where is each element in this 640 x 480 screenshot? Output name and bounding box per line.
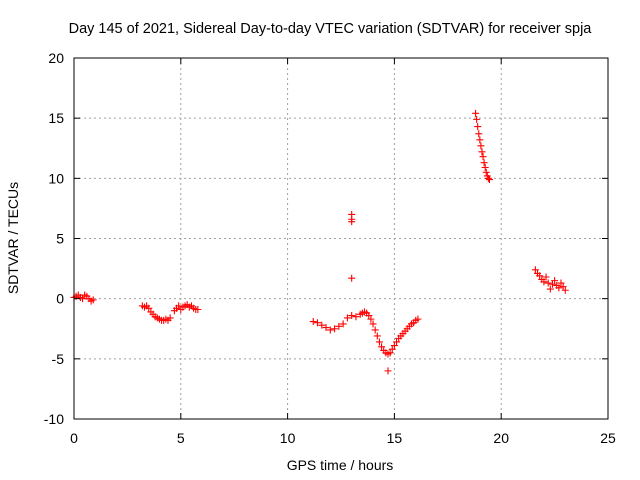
x-tick-labels: 0 5 10 15 20 25 (70, 430, 616, 446)
data-point (531, 266, 539, 274)
x-tick-label: 25 (600, 430, 616, 446)
data-point (175, 302, 183, 310)
y-tick-label: 15 (48, 110, 64, 126)
data-point (472, 109, 480, 117)
data-point (194, 305, 202, 313)
data-point (326, 326, 334, 334)
data-point (557, 279, 565, 287)
data-point (473, 115, 481, 123)
data-point (322, 324, 330, 332)
data-point (485, 176, 493, 184)
data-point (482, 168, 490, 176)
data-point (318, 321, 326, 329)
data-point (546, 285, 554, 293)
data-point (477, 142, 485, 150)
data-point (384, 367, 392, 375)
data-point (474, 123, 482, 131)
data-point (79, 295, 87, 303)
data-point (476, 136, 484, 144)
chart-title: Day 145 of 2021, Sidereal Day-to-day VTE… (69, 21, 593, 37)
data-point (386, 349, 394, 357)
data-point (348, 312, 356, 320)
data-point (388, 345, 396, 353)
data-point (548, 280, 556, 288)
data-point (343, 314, 351, 322)
axis-ticks (73, 57, 609, 420)
data-point (480, 159, 488, 167)
data-point (367, 315, 375, 323)
x-axis-label: GPS time / hours (287, 457, 394, 473)
data-point (314, 319, 322, 327)
data-point (375, 338, 383, 346)
x-tick-label: 5 (177, 430, 185, 446)
data-point (551, 277, 559, 285)
y-tick-label: 5 (56, 231, 64, 247)
data-point (378, 343, 386, 351)
x-tick-label: 20 (493, 430, 509, 446)
y-tick-label: 0 (56, 291, 64, 307)
data-point (335, 322, 343, 330)
data-point (475, 130, 483, 138)
data-point (536, 272, 544, 280)
data-point (339, 320, 347, 328)
data-point (371, 326, 379, 334)
data-point (414, 315, 422, 323)
data-point (390, 342, 398, 350)
data-point (479, 153, 487, 161)
y-tick-label: -5 (52, 351, 65, 367)
data-point (393, 338, 401, 346)
y-tick-label: 10 (48, 170, 64, 186)
data-point (309, 318, 317, 326)
data-point (478, 148, 486, 156)
data-point (540, 278, 548, 286)
data-point (365, 312, 373, 320)
data-point (348, 274, 356, 282)
x-tick-label: 10 (280, 430, 296, 446)
data-point (555, 284, 563, 292)
data-point (481, 164, 489, 172)
data-point (331, 325, 339, 333)
y-tick-label: 20 (48, 50, 64, 66)
data-point (544, 279, 552, 287)
y-tick-labels: -10 -5 0 5 10 15 20 (44, 50, 64, 427)
data-point (373, 332, 381, 340)
data-point (542, 273, 550, 281)
x-tick-label: 0 (70, 430, 78, 446)
data-points (70, 109, 569, 375)
data-point (89, 296, 97, 304)
data-point (561, 286, 569, 294)
data-point (145, 304, 153, 312)
y-axis-label: SDTVAR / TECUs (5, 182, 21, 294)
grid (74, 58, 608, 419)
data-point (369, 320, 377, 328)
data-point (559, 283, 567, 291)
data-point (348, 218, 356, 226)
data-point (166, 314, 174, 322)
y-tick-label: -10 (44, 411, 64, 427)
data-point (484, 174, 492, 182)
data-point (352, 313, 360, 321)
x-tick-label: 15 (387, 430, 403, 446)
